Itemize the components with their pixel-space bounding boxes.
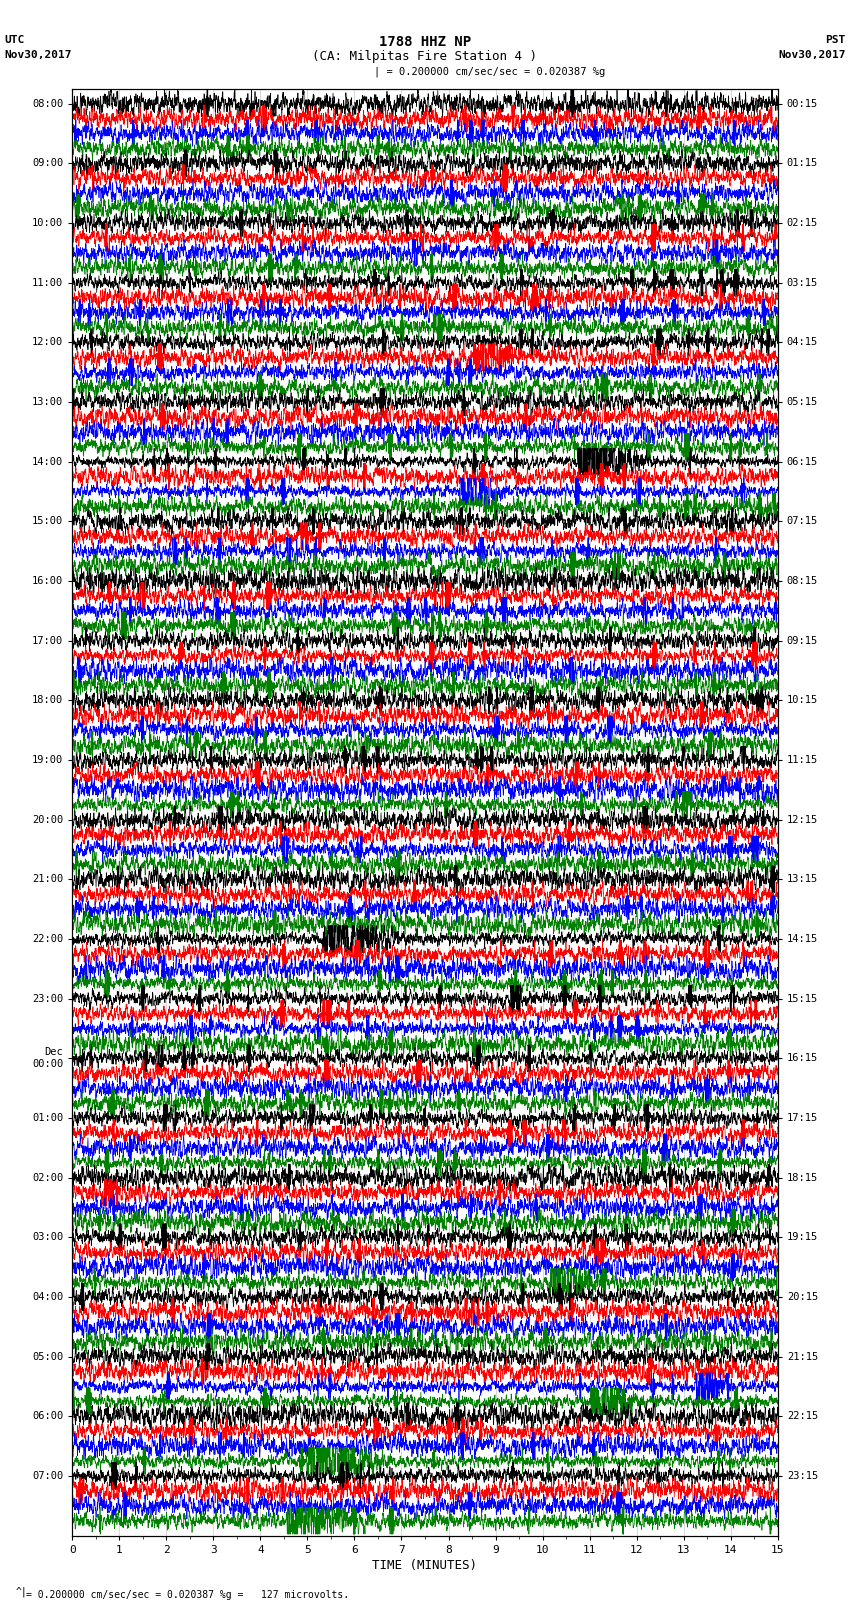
Text: (CA: Milpitas Fire Station 4 ): (CA: Milpitas Fire Station 4 ) — [313, 50, 537, 63]
Text: | = 0.200000 cm/sec/sec = 0.020387 %g: | = 0.200000 cm/sec/sec = 0.020387 %g — [374, 66, 605, 77]
Text: 1788 HHZ NP: 1788 HHZ NP — [379, 35, 471, 50]
Text: Nov30,2017: Nov30,2017 — [4, 50, 71, 60]
Text: Nov30,2017: Nov30,2017 — [779, 50, 846, 60]
Text: = 0.200000 cm/sec/sec = 0.020387 %g =   127 microvolts.: = 0.200000 cm/sec/sec = 0.020387 %g = 12… — [26, 1590, 348, 1600]
X-axis label: TIME (MINUTES): TIME (MINUTES) — [372, 1558, 478, 1571]
Text: PST: PST — [825, 35, 846, 45]
Text: ^|: ^| — [15, 1586, 27, 1597]
Text: UTC: UTC — [4, 35, 25, 45]
